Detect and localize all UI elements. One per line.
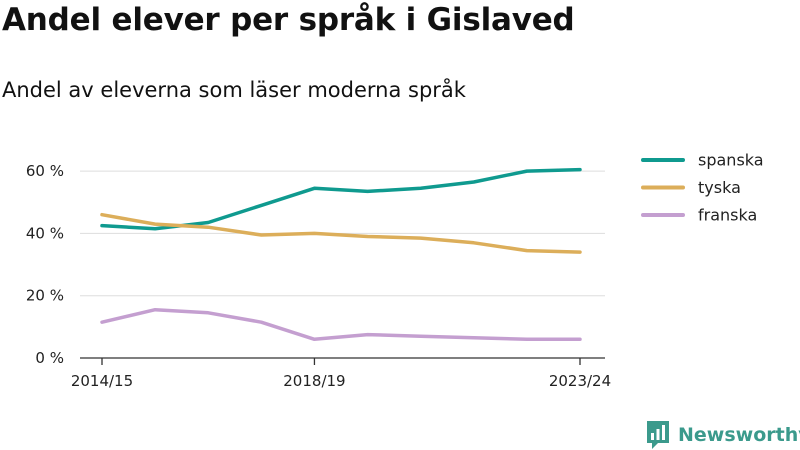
y-axis: 0 % 20 % 40 % 60 %: [26, 162, 64, 367]
y-tick-label: 20 %: [26, 287, 64, 305]
series-lines: [100, 167, 582, 342]
x-axis: 2014/15 2018/19 2023/24: [71, 357, 611, 390]
legend-label-spanska: spanska: [698, 151, 764, 170]
brand-name: Newsworthy: [678, 424, 800, 446]
line-chart: 0 % 20 % 40 % 60 % 2014/15 2018/19 2023/24 sp…: [26, 151, 764, 391]
x-tick-label: 2023/24: [549, 372, 611, 390]
y-tick-label: 0 %: [35, 349, 64, 367]
y-tick-label: 40 %: [26, 224, 64, 242]
series-line-spanska: [100, 167, 582, 231]
chart-title: Andel elever per språk i Gislaved: [2, 2, 575, 38]
series-line-tyska: [100, 212, 582, 254]
series-line-franska: [100, 307, 582, 342]
legend-label-franska: franska: [698, 206, 757, 225]
brand-logo: Newsworthy: [646, 420, 800, 450]
y-tick-label: 60 %: [26, 162, 64, 180]
chart-subtitle: Andel av eleverna som läser moderna språ…: [2, 78, 466, 102]
x-tick-label: 2018/19: [283, 372, 345, 390]
legend: spanska tyska franska: [641, 151, 764, 225]
legend-label-tyska: tyska: [698, 178, 741, 197]
x-tick-label: 2014/15: [71, 372, 133, 390]
newsworthy-logo-icon: [647, 421, 669, 449]
